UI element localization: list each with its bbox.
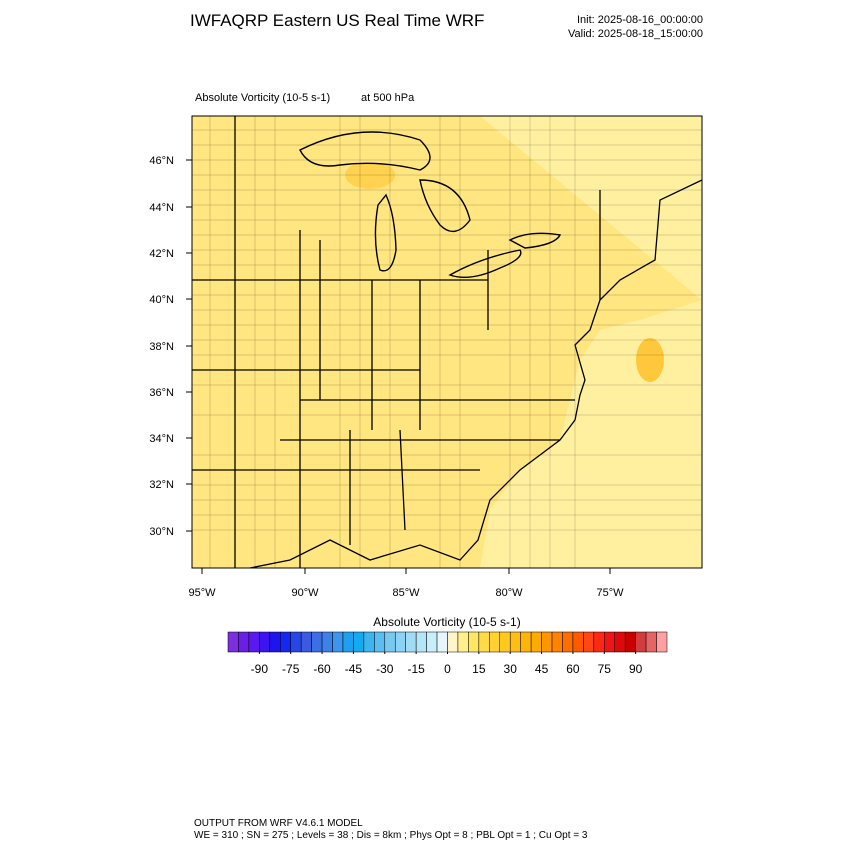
colorbar-tick-label: 15 <box>472 662 486 676</box>
map <box>191 115 703 569</box>
colorbar-box <box>363 631 375 653</box>
lon-label: 75°W <box>596 587 624 599</box>
lat-label: 40°N <box>149 294 174 306</box>
colorbar-box <box>300 631 312 653</box>
colorbar-box <box>604 631 615 653</box>
colorbar: -90 -75 -60 -45 -30 -15 0 15 30 45 60 75 90 <box>227 631 668 676</box>
colorbar-box <box>384 631 396 653</box>
title: IWFAQRP Eastern US Real Time WRF <box>190 11 484 30</box>
colorbar-box <box>227 631 239 653</box>
lat-label: 36°N <box>149 387 174 399</box>
colorbar-box <box>447 631 459 653</box>
axis-labels: 46°N 44°N 42°N 40°N 38°N 36°N 34°N 32°N 30°N 95°W… <box>149 155 624 599</box>
colorbar-box <box>238 631 250 653</box>
colorbar-box <box>593 631 605 653</box>
county-lines <box>192 129 702 531</box>
colorbar-box <box>499 631 511 653</box>
init-time: Init: 2025-08-16_00:00:00 <box>577 14 703 26</box>
lat-label: 42°N <box>149 248 174 260</box>
colorbar-box <box>248 631 260 653</box>
lat-label: 34°N <box>149 433 174 445</box>
colorbar-tick-label: 0 <box>444 662 451 676</box>
colorbar-title: Absolute Vorticity (10-5 s-1) <box>373 615 520 629</box>
vort-max <box>636 338 664 382</box>
colorbar-box <box>405 631 417 653</box>
map-frame <box>191 115 703 569</box>
colorbar-tick-label: -45 <box>345 662 363 676</box>
lat-label: 44°N <box>149 202 174 214</box>
colorbar-box <box>374 631 386 653</box>
colorbar-box <box>259 631 271 653</box>
colorbar-box <box>415 631 427 653</box>
colorbar-box <box>520 631 532 653</box>
colorbar-tick-label: 90 <box>629 662 643 676</box>
lat-label: 38°N <box>149 341 174 353</box>
colorbar-box <box>635 631 647 653</box>
lon-label: 85°W <box>392 587 420 599</box>
lake-erie <box>448 249 522 278</box>
coastline <box>249 179 702 568</box>
colorbar-box <box>342 631 354 653</box>
colorbar-box <box>478 631 490 653</box>
colorbar-box <box>280 631 291 653</box>
colorbar-box <box>436 631 448 653</box>
colorbar-box <box>468 631 480 653</box>
colorbar-box <box>426 631 438 653</box>
lake-superior <box>299 131 431 171</box>
colorbar-tick-label: 30 <box>504 662 518 676</box>
colorbar-box <box>541 631 553 653</box>
colorbar-box <box>572 631 584 653</box>
footer-line: WE = 310 ; SN = 275 ; Levels = 38 ; Dis … <box>194 830 588 841</box>
lat-label: 32°N <box>149 479 174 491</box>
colorbar-box <box>321 631 333 653</box>
lon-label: 80°W <box>495 587 523 599</box>
lon-label: 95°W <box>188 587 216 599</box>
colorbar-box <box>311 631 323 653</box>
lat-label: 46°N <box>149 155 174 167</box>
colorbar-tick-label: 60 <box>566 662 580 676</box>
lake-huron <box>419 179 471 233</box>
colorbar-box <box>614 631 626 653</box>
valid-time: Valid: 2025-08-18_15:00:00 <box>568 28 703 40</box>
colorbar-box <box>290 631 302 653</box>
lon-label: 90°W <box>291 587 319 599</box>
colorbar-tick-label: -90 <box>251 662 269 676</box>
field-label: Absolute Vorticity (10-5 s-1) <box>195 92 330 104</box>
footer-line: OUTPUT FROM WRF V4.6.1 MODEL <box>194 818 363 829</box>
colorbar-box <box>489 631 501 653</box>
colorbar-box <box>269 631 281 653</box>
colorbar-box <box>332 631 344 653</box>
colorbar-box <box>530 631 542 653</box>
colorbar-box <box>509 631 521 653</box>
level-label: at 500 hPa <box>361 92 415 104</box>
colorbar-tick-label: -15 <box>407 662 425 676</box>
lat-label: 30°N <box>149 526 174 538</box>
county-lines <box>209 116 576 568</box>
colorbar-box <box>562 631 574 653</box>
colorbar-tick-label: 45 <box>535 662 549 676</box>
colorbar-box <box>624 631 636 653</box>
colorbar-tick-label: -30 <box>376 662 394 676</box>
colorbar-box <box>457 631 469 653</box>
colorbar-tick-label: -75 <box>282 662 300 676</box>
colorbar-box <box>394 631 406 653</box>
colorbar-box <box>656 631 668 653</box>
colorbar-tick-label: 75 <box>598 662 612 676</box>
colorbar-box <box>551 631 563 653</box>
colorbar-tick-label: -60 <box>313 662 331 676</box>
colorbar-box <box>645 631 657 653</box>
colorbar-box <box>353 631 365 653</box>
colorbar-box <box>583 631 595 653</box>
